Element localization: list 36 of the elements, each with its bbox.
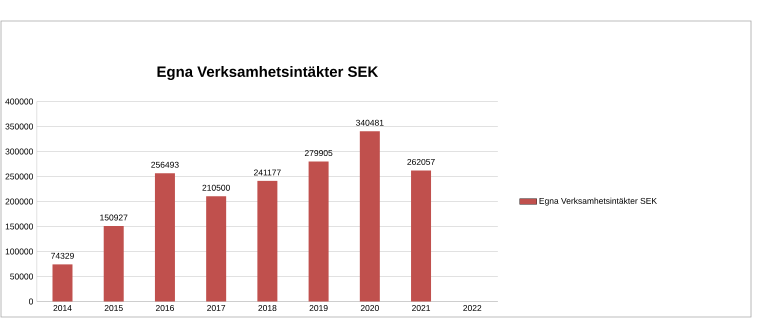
bar [206,196,226,302]
x-tick-label: 2015 [104,305,123,312]
y-tick-label: 150000 [6,224,34,230]
data-label: 241177 [254,169,281,176]
data-label: 340481 [356,120,384,126]
bar [257,180,278,302]
x-tick-label: 2019 [310,305,328,312]
y-tick-label: 250000 [6,174,34,180]
y-tick-label: 50000 [10,274,34,280]
data-label: 150927 [100,214,128,221]
bar [411,170,432,302]
x-tick-label: 2016 [156,305,174,312]
y-tick-label: 100000 [6,248,34,254]
y-tick-label: 0 [28,298,34,304]
x-tick-label: 2020 [360,305,379,312]
data-label: 262057 [407,158,435,165]
bar [308,162,329,302]
x-tick-label: 2017 [207,305,226,312]
data-label: 210500 [202,184,230,191]
y-tick-label: 400000 [5,98,34,104]
x-tick-label: 2021 [412,305,430,312]
bar [104,226,124,302]
x-tick-label: 2022 [463,305,482,312]
bar [154,173,175,302]
data-label: 74329 [51,252,74,259]
data-label: 256493 [151,162,179,168]
y-tick-label: 350000 [5,124,34,130]
bar [52,264,72,302]
bar [360,131,380,302]
x-tick-label: 2014 [53,305,72,312]
y-tick-label: 200000 [6,198,34,204]
chart-title: Egna Verksamhetsintäkter SEK [157,66,378,80]
legend-label: Egna Verksamhetsintäkter SEK [540,198,657,206]
data-label: 279905 [304,150,332,156]
x-tick-label: 2018 [258,305,276,312]
y-tick-label: 300000 [5,148,34,154]
